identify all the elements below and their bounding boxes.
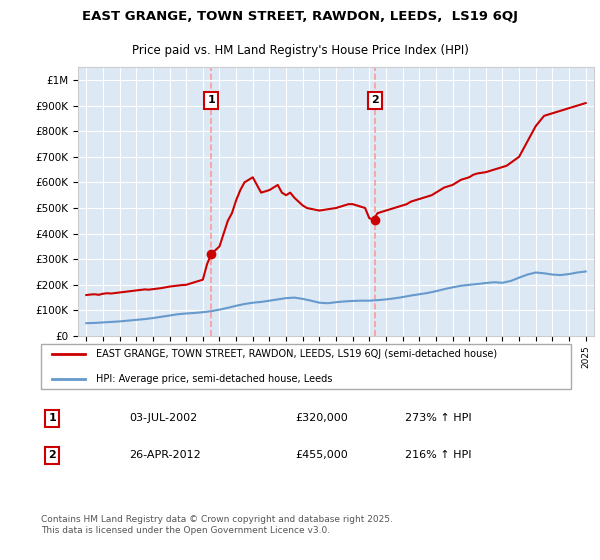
Text: HPI: Average price, semi-detached house, Leeds: HPI: Average price, semi-detached house,… [96,374,332,384]
Text: 273% ↑ HPI: 273% ↑ HPI [406,413,472,423]
Text: 1: 1 [207,96,215,105]
Text: 1: 1 [48,413,56,423]
Text: Price paid vs. HM Land Registry's House Price Index (HPI): Price paid vs. HM Land Registry's House … [131,44,469,57]
Text: 216% ↑ HPI: 216% ↑ HPI [406,450,472,460]
Text: 2: 2 [48,450,56,460]
Text: £320,000: £320,000 [295,413,348,423]
Text: £455,000: £455,000 [295,450,348,460]
Text: 03-JUL-2002: 03-JUL-2002 [130,413,197,423]
Text: 2: 2 [371,96,379,105]
Text: EAST GRANGE, TOWN STREET, RAWDON, LEEDS, LS19 6QJ (semi-detached house): EAST GRANGE, TOWN STREET, RAWDON, LEEDS,… [96,349,497,360]
Text: EAST GRANGE, TOWN STREET, RAWDON, LEEDS,  LS19 6QJ: EAST GRANGE, TOWN STREET, RAWDON, LEEDS,… [82,10,518,24]
Text: Contains HM Land Registry data © Crown copyright and database right 2025.
This d: Contains HM Land Registry data © Crown c… [41,515,393,535]
Text: 26-APR-2012: 26-APR-2012 [130,450,201,460]
FancyBboxPatch shape [41,344,571,389]
